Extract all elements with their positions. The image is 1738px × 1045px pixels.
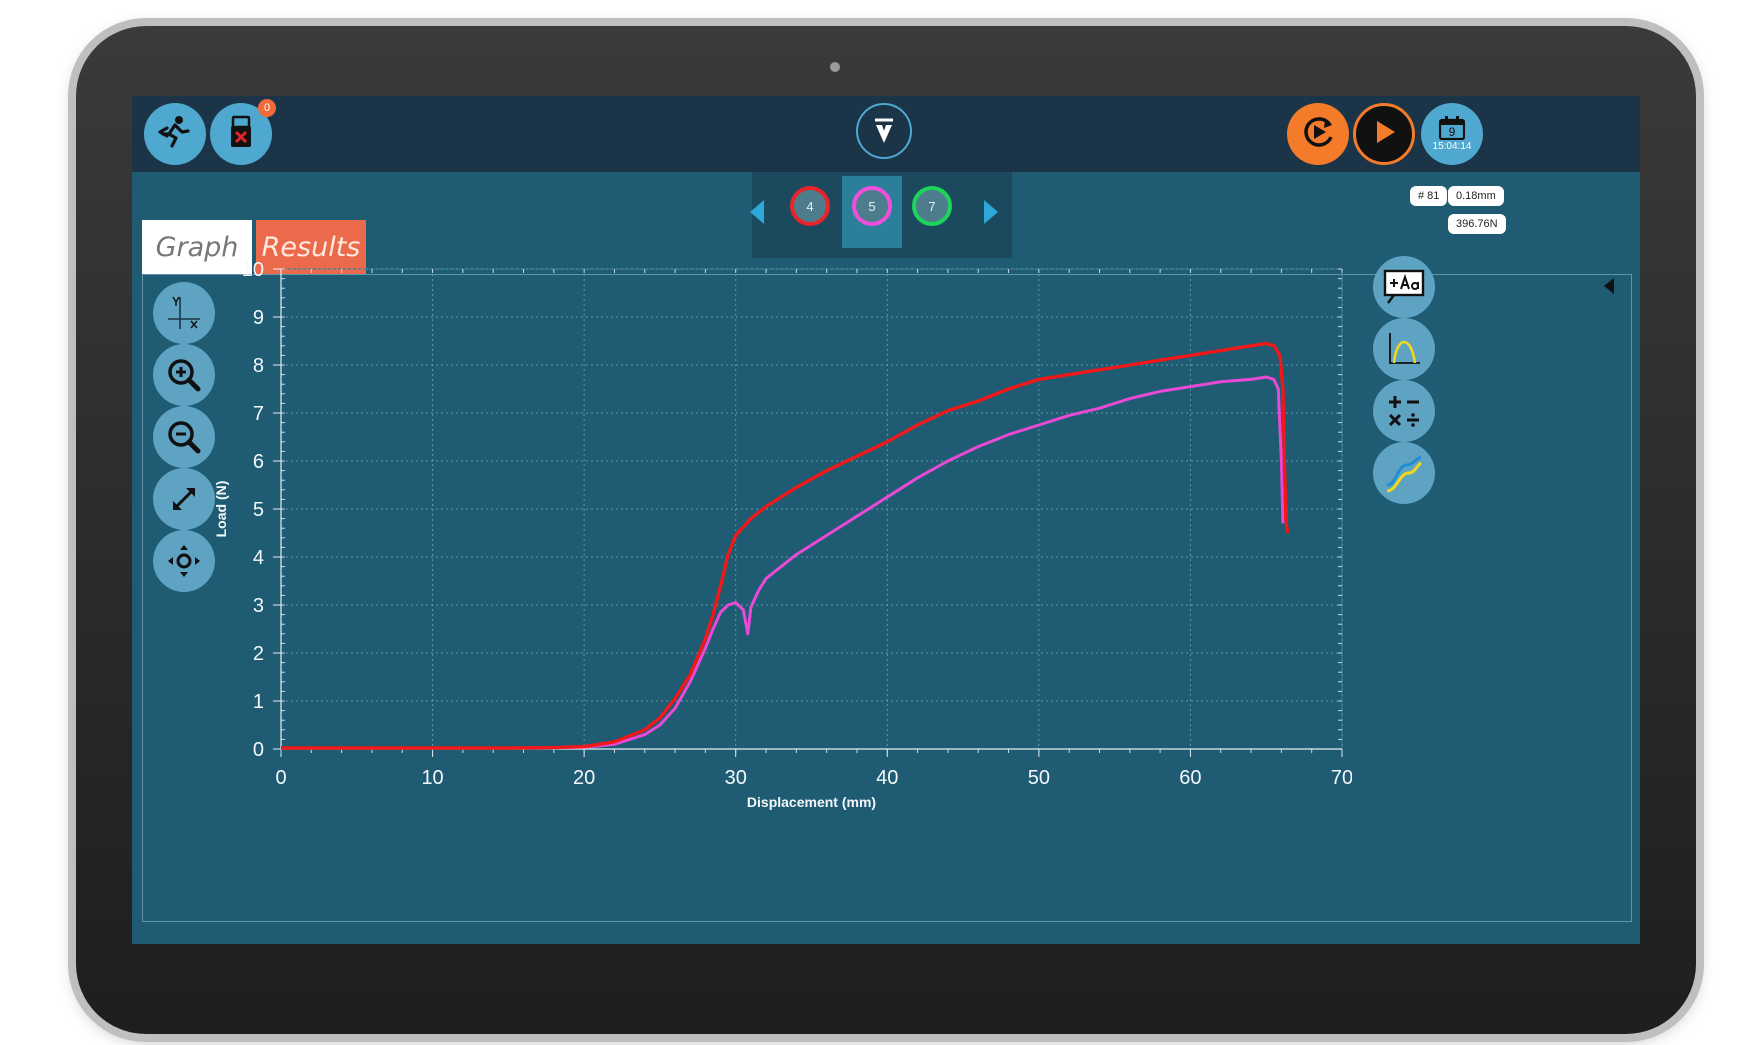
app-logo <box>856 103 912 159</box>
series-line <box>281 375 1285 750</box>
axes-icon <box>168 296 200 329</box>
y-tick-label: 8 <box>253 355 264 377</box>
clock-time: 15:04:14 <box>1432 141 1472 152</box>
x-tick-label: 60 <box>1179 767 1201 789</box>
specimen-label: 5 <box>868 198 876 214</box>
x-axis-label: Displacement (mm) <box>747 794 876 810</box>
x-tick-label: 30 <box>725 767 747 789</box>
exit-icon <box>155 112 195 157</box>
annotate-button[interactable] <box>1373 256 1435 318</box>
replay-icon <box>1297 111 1339 158</box>
collapse-panel-icon[interactable] <box>1604 278 1614 294</box>
y-axis-label: Load (N) <box>213 481 229 538</box>
series-line <box>281 341 1290 750</box>
specimen-label: 4 <box>806 198 814 214</box>
zoom-out-button[interactable] <box>153 406 215 468</box>
exit-button[interactable] <box>144 103 206 165</box>
camera-dot <box>830 62 840 72</box>
y-tick-label: 9 <box>253 307 264 329</box>
calendar-day: 9 <box>1448 125 1456 139</box>
expand-button[interactable] <box>153 468 215 530</box>
y-tick-label: 3 <box>253 595 264 617</box>
tab-results[interactable]: Results <box>256 220 366 274</box>
zoom-out-icon <box>168 421 201 454</box>
specimen-next-icon[interactable] <box>984 200 998 224</box>
sample-count: # 81 <box>1410 186 1448 206</box>
y-tick-label: 0 <box>253 739 264 761</box>
top-toolbar: 0 <box>132 96 1640 172</box>
x-tick-label: 70 <box>1331 767 1352 789</box>
y-tick-label: 6 <box>253 451 264 473</box>
curve-fit-icon <box>1386 455 1422 493</box>
replay-button[interactable] <box>1287 103 1349 165</box>
specimen-4[interactable]: 4 <box>790 186 830 226</box>
y-tick-label: 2 <box>253 643 264 665</box>
pan-icon <box>168 545 200 577</box>
expand-icon <box>172 487 196 511</box>
calendar-icon: 9 <box>1439 116 1465 140</box>
specimen-prev-icon[interactable] <box>750 200 764 224</box>
pan-button[interactable] <box>153 530 215 592</box>
y-tick-label: 4 <box>253 547 264 569</box>
y-tick-label: 5 <box>253 499 264 521</box>
usb-icon <box>224 113 258 156</box>
x-tick-label: 40 <box>876 767 898 789</box>
usb-button[interactable]: 0 <box>210 99 276 165</box>
play-button[interactable] <box>1353 103 1415 165</box>
usb-count-badge: 0 <box>258 99 276 117</box>
peak-icon <box>1389 333 1420 364</box>
x-tick-label: 50 <box>1028 767 1050 789</box>
specimen-label: 7 <box>928 198 936 214</box>
x-tick-label: 10 <box>421 767 443 789</box>
specimen-7[interactable]: 7 <box>912 186 952 226</box>
x-tick-label: 0 <box>275 767 286 789</box>
load-displacement-chart: 0 10 20 30 40 50 60 70 0 1 2 3 4 5 6 7 8 9 10 Displacement … <box>213 259 1352 810</box>
annotate-icon <box>1383 269 1425 304</box>
peak-button[interactable] <box>1373 318 1435 380</box>
tab-graph[interactable]: Graph <box>142 220 252 274</box>
zoom-in-icon <box>168 359 201 392</box>
displacement-readout: 0.18mm <box>1448 186 1504 206</box>
zoom-in-button[interactable] <box>153 344 215 406</box>
play-icon <box>1369 117 1399 152</box>
y-tick-label: 7 <box>253 403 264 425</box>
app-screen: 0 <box>132 96 1640 944</box>
calculator-button[interactable] <box>1373 380 1435 442</box>
calendar-button[interactable]: 9 15:04:14 <box>1421 103 1483 165</box>
y-tick-label: 10 <box>242 259 264 281</box>
curve-fit-button[interactable] <box>1373 442 1435 504</box>
x-tick-label: 20 <box>573 767 595 789</box>
axes-button[interactable] <box>153 282 215 344</box>
calculator-icon <box>1388 396 1419 427</box>
y-tick-label: 1 <box>253 691 264 713</box>
specimen-5[interactable]: 5 <box>852 186 892 226</box>
load-readout: 396.76N <box>1448 214 1506 234</box>
